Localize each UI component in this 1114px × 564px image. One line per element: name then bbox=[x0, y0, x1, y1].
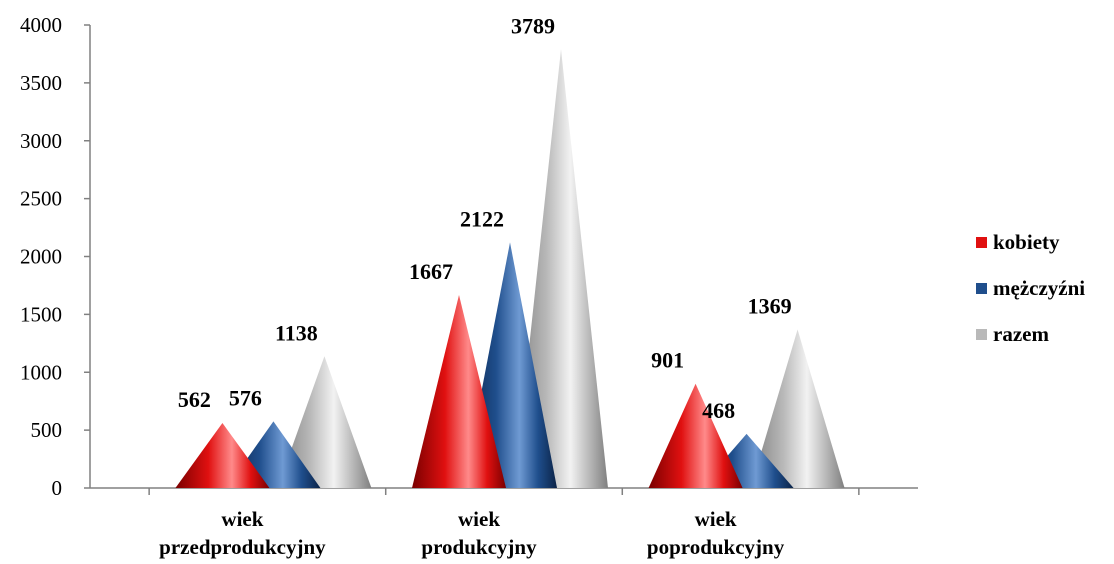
cone-kobiety bbox=[648, 383, 743, 488]
data-labels: 562 1667 901 576 2122 468 1138 3789 1369 bbox=[178, 13, 792, 422]
data-label: 576 bbox=[229, 385, 262, 410]
data-label: 2122 bbox=[460, 206, 504, 231]
y-tick-label: 500 bbox=[31, 418, 63, 442]
data-label: 1138 bbox=[275, 320, 318, 345]
x-category-label: poprodukcyjny bbox=[647, 535, 785, 559]
y-tick-label: 1000 bbox=[20, 360, 62, 384]
x-category-label: wiek bbox=[695, 507, 737, 531]
data-label: 562 bbox=[178, 387, 211, 412]
y-tick-label: 4000 bbox=[20, 13, 62, 37]
cone-razem bbox=[750, 329, 845, 488]
x-category-label: wiek bbox=[221, 507, 263, 531]
legend-swatch bbox=[976, 237, 987, 248]
x-category-label: wiek bbox=[458, 507, 500, 531]
legend-label: razem bbox=[993, 322, 1049, 346]
x-category-label: produkcyjny bbox=[421, 535, 537, 559]
y-axis-ticks: 0 500 1000 1500 2000 2500 3000 3500 4000 bbox=[20, 13, 90, 500]
data-label: 468 bbox=[702, 398, 735, 423]
cone-razem bbox=[277, 356, 372, 488]
cone-kobiety bbox=[175, 422, 270, 488]
legend: kobiety mężczyźni razem bbox=[976, 230, 1085, 346]
data-label: 901 bbox=[651, 348, 684, 373]
y-tick-label: 1500 bbox=[20, 302, 62, 326]
y-tick-label: 3500 bbox=[20, 71, 62, 95]
cone-kobiety bbox=[412, 295, 506, 488]
data-label: 1667 bbox=[409, 259, 453, 284]
y-tick-label: 0 bbox=[52, 476, 63, 500]
data-label: 1369 bbox=[748, 294, 792, 319]
y-tick-label: 2500 bbox=[20, 187, 62, 211]
legend-label: mężczyźni bbox=[993, 276, 1085, 300]
y-tick-label: 2000 bbox=[20, 245, 62, 269]
cone-razem bbox=[514, 49, 608, 488]
x-category-label: przedprodukcyjny bbox=[159, 535, 326, 559]
cones bbox=[175, 49, 845, 488]
legend-swatch bbox=[976, 329, 987, 340]
legend-label: kobiety bbox=[993, 230, 1060, 254]
y-tick-label: 3000 bbox=[20, 129, 62, 153]
category-labels: wiek przedprodukcyjny wiek produkcyjny wiek p… bbox=[159, 507, 785, 559]
data-label: 3789 bbox=[511, 13, 555, 38]
legend-swatch bbox=[976, 283, 987, 294]
